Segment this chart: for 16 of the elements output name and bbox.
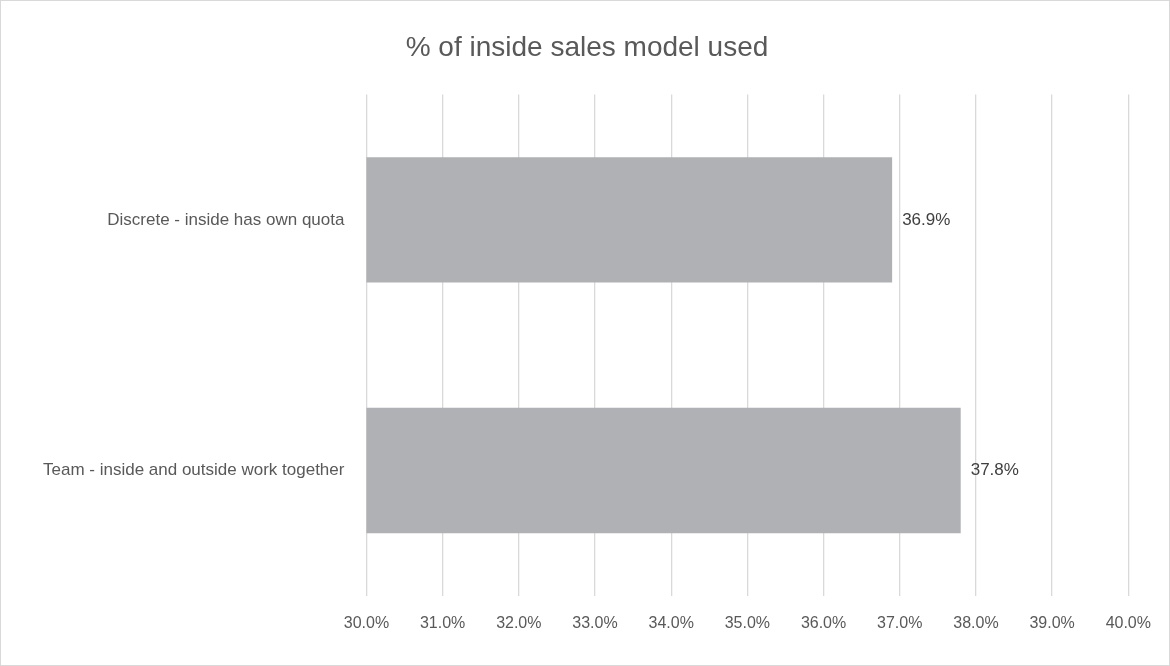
chart-title: % of inside sales model used: [405, 30, 769, 62]
y-tick-label: Team - inside and outside work together: [42, 460, 345, 480]
x-tick-label: 40.0%: [1105, 613, 1151, 631]
x-tick-label: 31.0%: [419, 613, 466, 631]
x-tick-label: 30.0%: [343, 613, 390, 631]
x-tick-label: 36.0%: [800, 613, 847, 631]
x-tick-label: 39.0%: [1029, 613, 1075, 631]
data-label: 37.8%: [970, 460, 1019, 480]
data-label: 36.9%: [902, 209, 951, 229]
x-tick-label: 34.0%: [648, 613, 694, 631]
x-tick-label: 38.0%: [953, 613, 999, 631]
x-tick-label: 37.0%: [877, 613, 923, 631]
x-tick-label: 33.0%: [572, 613, 618, 631]
y-tick-label: Discrete - inside has own quota: [107, 209, 345, 229]
x-tick-label: 35.0%: [724, 613, 771, 631]
x-tick-label: 32.0%: [496, 613, 542, 631]
